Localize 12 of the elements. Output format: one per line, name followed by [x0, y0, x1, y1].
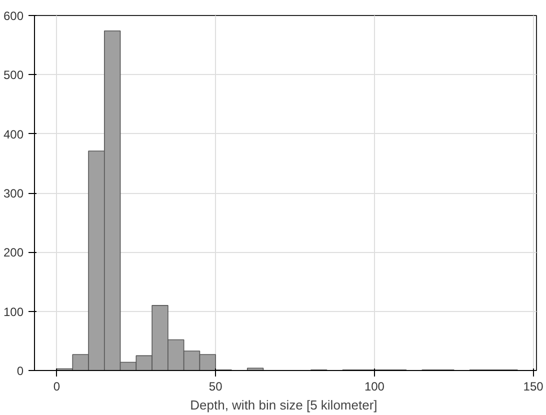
y-tick-label: 600	[3, 9, 24, 23]
y-tick-label: 500	[3, 68, 24, 82]
x-tick-label: 150	[523, 380, 544, 394]
x-tick-label: 100	[364, 380, 385, 394]
y-tick-label: 0	[16, 364, 24, 378]
x-tick-label: 0	[53, 380, 60, 394]
y-tick-label: 100	[3, 304, 24, 319]
y-tick-label: 300	[3, 186, 24, 200]
x-axis-title: Depth, with bin size [5 kilometer]	[190, 398, 378, 412]
y-tick-label: 400	[3, 127, 24, 142]
x-tick-label: 50	[208, 380, 223, 394]
y-tick-label: 200	[3, 246, 24, 260]
